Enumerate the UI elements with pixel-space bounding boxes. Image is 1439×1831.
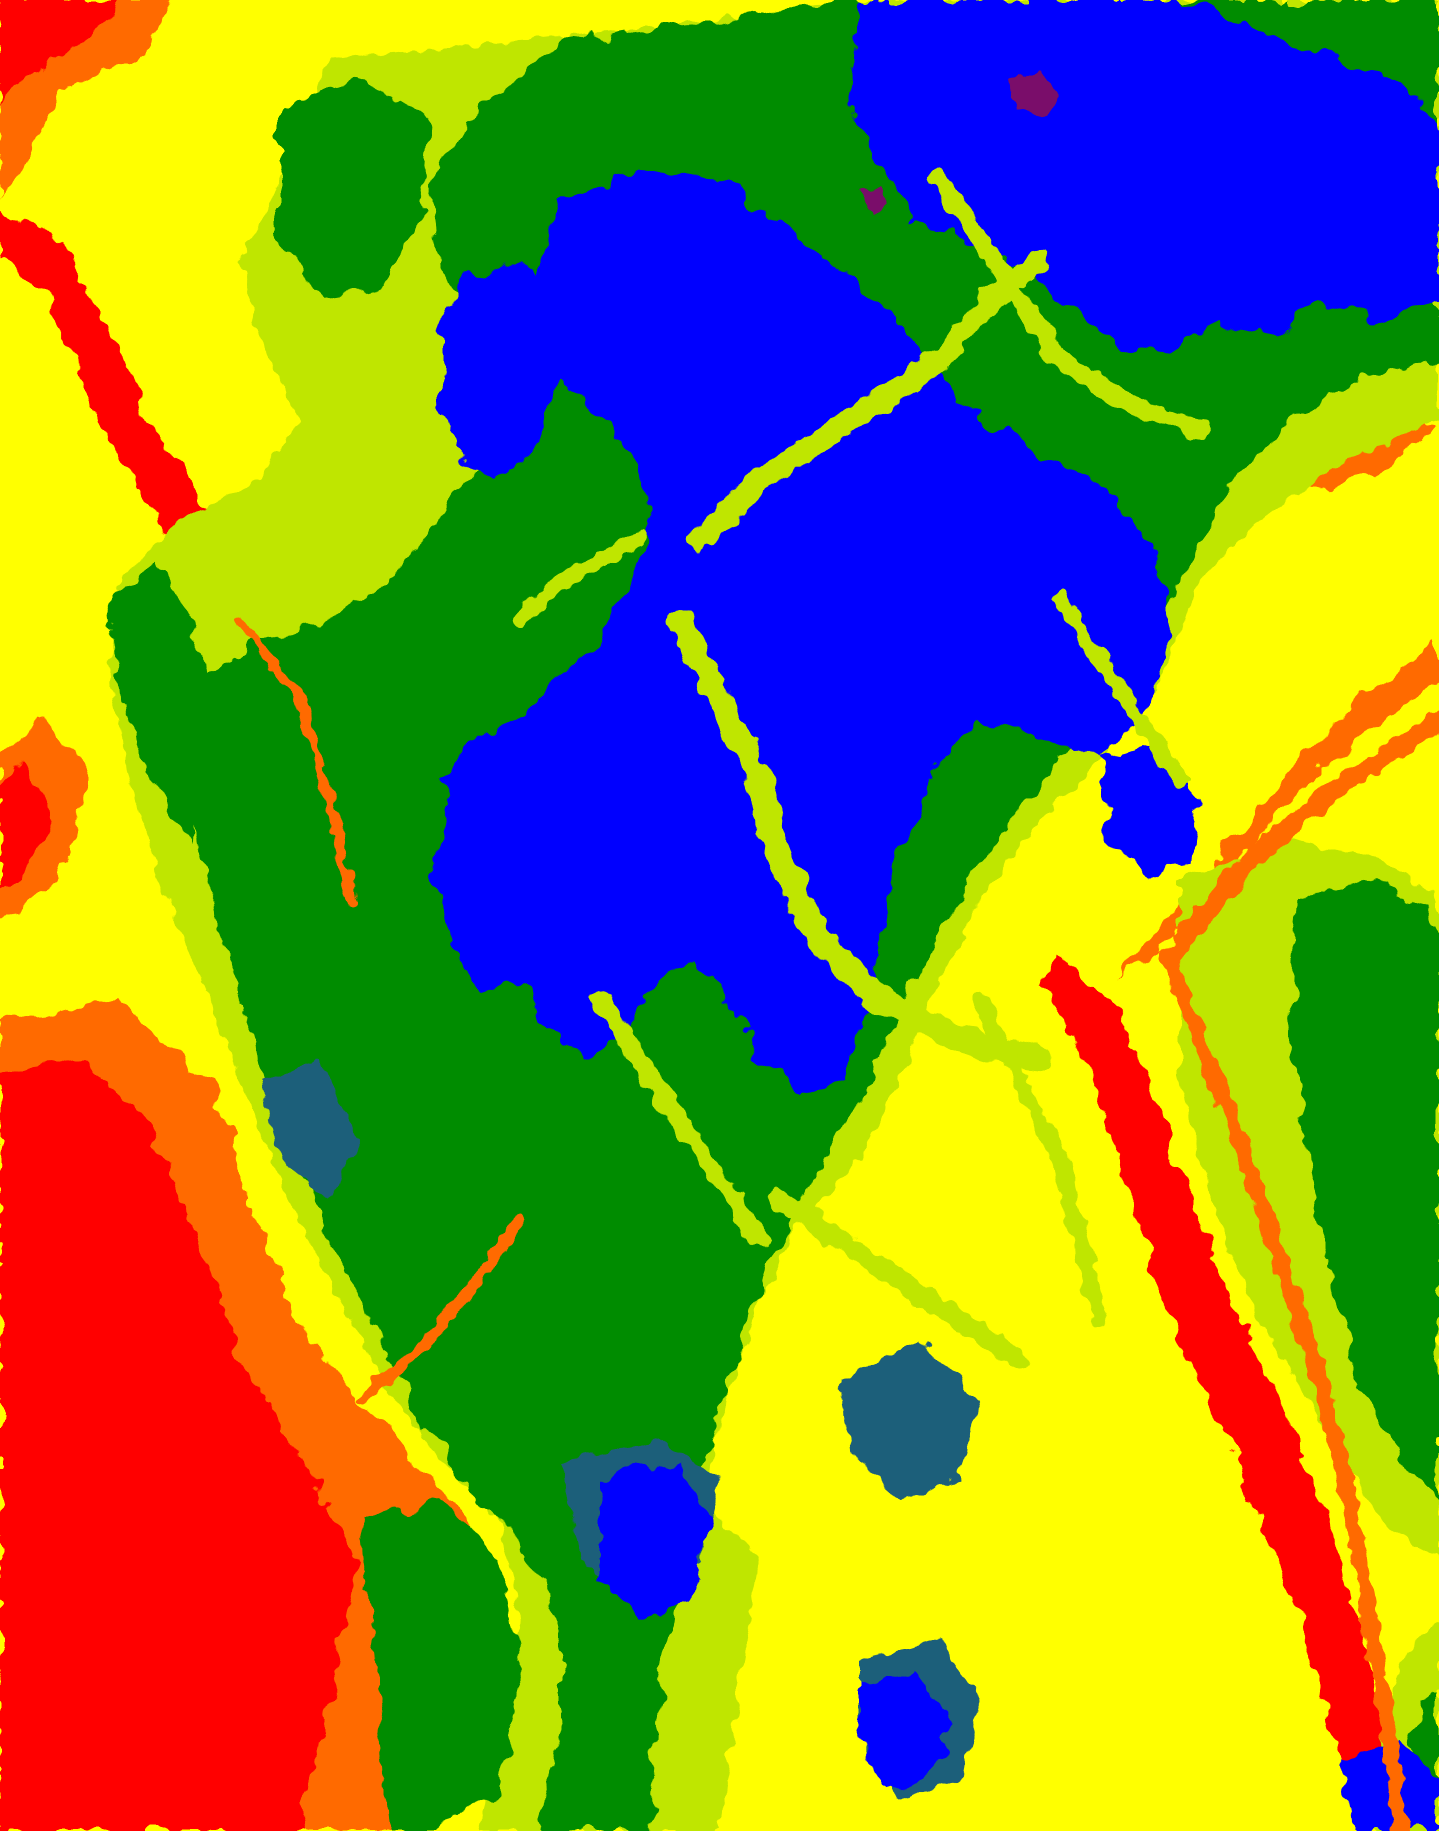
valley-network — [513, 171, 1209, 1370]
peak-layer — [860, 70, 1060, 215]
highland-layer — [430, 0, 1439, 1831]
river-channels — [235, 615, 1439, 1831]
